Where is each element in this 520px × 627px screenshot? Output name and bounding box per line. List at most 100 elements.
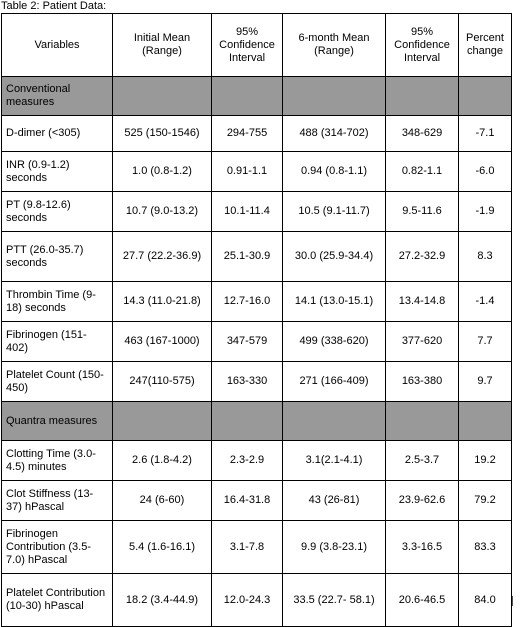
header-6month-mean: 6-month Mean (Range) [282, 13, 386, 77]
value-cell: 0.91-1.1 [211, 151, 283, 192]
section-empty-cell [211, 401, 283, 441]
value-cell: 14.3 (11.0-21.8) [112, 281, 212, 322]
value-cell: 3.3-16.5 [385, 520, 459, 574]
table-row: Clotting Time (3.0-4.5) minutes 2.6 (1.8-… [1, 440, 512, 481]
value-cell: 12.7-16.0 [211, 281, 283, 322]
value-cell: 16.4-31.8 [211, 480, 283, 521]
header-initial-mean: Initial Mean (Range) [112, 13, 212, 77]
value-cell: 8.3 [458, 231, 512, 282]
header-initial-ci: 95% Confidence Interval [211, 13, 283, 77]
value-cell: 463 (167-1000) [112, 321, 212, 362]
section-empty-cell [458, 76, 512, 116]
value-cell: 79.2 [458, 480, 512, 521]
variable-cell: INR (0.9-1.2) seconds [1, 151, 113, 192]
value-cell: 9.7 [458, 361, 512, 402]
value-cell: 2.6 (1.8-4.2) [112, 440, 212, 481]
variable-cell: D-dimer (<305) [1, 115, 113, 152]
value-cell: -6.0 [458, 151, 512, 192]
section-empty-cell [112, 76, 212, 116]
value-cell: 9.5-11.6 [385, 191, 459, 232]
value-cell: 247(110-575) [112, 361, 212, 402]
table-row: Platelet Count (150-450) 247(110-575) 163-… [1, 361, 512, 402]
value-cell: 3.1-7.8 [211, 520, 283, 574]
value-cell: 83.3 [458, 520, 512, 574]
value-cell: 525 (150-1546) [112, 115, 212, 152]
value-cell: 13.4-14.8 [385, 281, 459, 322]
table-row: D-dimer (<305) 525 (150-1546) 294-755 488 (… [1, 115, 512, 152]
section-row: Conventional measures [1, 76, 512, 116]
value-cell: -1.4 [458, 281, 512, 322]
header-percent-change: Percent change [458, 13, 512, 77]
value-cell: 7.7 [458, 321, 512, 362]
table-row: PTT (26.0-35.7) seconds 27.7 (22.2-36.9) 2… [1, 231, 512, 282]
value-cell: 5.4 (1.6-16.1) [112, 520, 212, 574]
table-caption: Table 2: Patient Data: [1, 0, 107, 12]
value-cell: 24 (6-60) [112, 480, 212, 521]
variable-cell: PT (9.8-12.6) seconds [1, 191, 113, 232]
value-cell: 43 (26-81) [282, 480, 386, 521]
value-cell: 348-629 [385, 115, 459, 152]
value-cell: 294-755 [211, 115, 283, 152]
section-empty-cell [112, 401, 212, 441]
table-row: Clot Stiffness (13-37) hPascal 24 (6-60) 1… [1, 480, 512, 521]
value-cell: 10.1-11.4 [211, 191, 283, 232]
value-cell: 1.0 (0.8-1.2) [112, 151, 212, 192]
value-cell: 499 (338-620) [282, 321, 386, 362]
value-cell: -1.9 [458, 191, 512, 232]
value-cell: 30.0 (25.9-34.4) [282, 231, 386, 282]
value-cell: 2.5-3.7 [385, 440, 459, 481]
table-row: Fibrinogen (151-402) 463 (167-1000) 347-57… [1, 321, 512, 362]
section-row: Quantra measures [1, 401, 512, 441]
header-variables: Variables [1, 13, 113, 77]
value-cell: 10.7 (9.0-13.2) [112, 191, 212, 232]
section-empty-cell [385, 76, 459, 116]
value-cell: 347-579 [211, 321, 283, 362]
value-cell: 84.0 [458, 573, 512, 627]
table-row: Fibrinogen Contribution (3.5-7.0) hPasca… [1, 520, 512, 574]
section-title: Quantra measures [1, 401, 113, 441]
section-empty-cell [458, 401, 512, 441]
variable-cell: Fibrinogen (151-402) [1, 321, 113, 362]
patient-data-table: Variables Initial Mean (Range) 95% Confi… [1, 13, 512, 627]
value-cell: 23.9-62.6 [385, 480, 459, 521]
section-empty-cell [385, 401, 459, 441]
value-cell: 0.82-1.1 [385, 151, 459, 192]
variable-cell: Thrombin Time (9-18) seconds [1, 281, 113, 322]
value-cell: 20.6-46.5 [385, 573, 459, 627]
value-cell: 18.2 (3.4-44.9) [112, 573, 212, 627]
table-row: INR (0.9-1.2) seconds 1.0 (0.8-1.2) 0.91-1… [1, 151, 512, 192]
value-cell: 25.1-30.9 [211, 231, 283, 282]
value-cell: 2.3-2.9 [211, 440, 283, 481]
value-cell: 27.2-32.9 [385, 231, 459, 282]
variable-cell: Fibrinogen Contribution (3.5-7.0) hPasca… [1, 520, 113, 574]
variable-cell: Clotting Time (3.0-4.5) minutes [1, 440, 113, 481]
value-cell: 33.5 (22.7- 58.1) [282, 573, 386, 627]
section-empty-cell [211, 76, 283, 116]
value-cell: 0.94 (0.8-1.1) [282, 151, 386, 192]
variable-cell: Clot Stiffness (13-37) hPascal [1, 480, 113, 521]
section-title: Conventional measures [1, 76, 113, 116]
value-cell: 9.9 (3.8-23.1) [282, 520, 386, 574]
value-cell: -7.1 [458, 115, 512, 152]
variable-cell: PTT (26.0-35.7) seconds [1, 231, 113, 282]
section-empty-cell [282, 401, 386, 441]
table-body: Conventional measures D-dimer (<305) 525 (… [1, 76, 512, 627]
variable-cell: Platelet Count (150-450) [1, 361, 113, 402]
value-cell: 377-620 [385, 321, 459, 362]
value-cell: 27.7 (22.2-36.9) [112, 231, 212, 282]
variable-cell: Platelet Contribution (10-30) hPascal [1, 573, 113, 627]
section-empty-cell [282, 76, 386, 116]
value-cell: 14.1 (13.0-15.1) [282, 281, 386, 322]
text-cursor [512, 596, 513, 606]
value-cell: 3.1(2.1-4.1) [282, 440, 386, 481]
value-cell: 12.0-24.3 [211, 573, 283, 627]
table-row: Thrombin Time (9-18) seconds 14.3 (11.0-2… [1, 281, 512, 322]
value-cell: 19.2 [458, 440, 512, 481]
value-cell: 163-380 [385, 361, 459, 402]
value-cell: 488 (314-702) [282, 115, 386, 152]
value-cell: 10.5 (9.1-11.7) [282, 191, 386, 232]
table-row: Platelet Contribution (10-30) hPascal 18.… [1, 573, 512, 627]
table-row: PT (9.8-12.6) seconds 10.7 (9.0-13.2) 10.1… [1, 191, 512, 232]
header-6month-ci: 95% Confidence Interval [385, 13, 459, 77]
value-cell: 163-330 [211, 361, 283, 402]
